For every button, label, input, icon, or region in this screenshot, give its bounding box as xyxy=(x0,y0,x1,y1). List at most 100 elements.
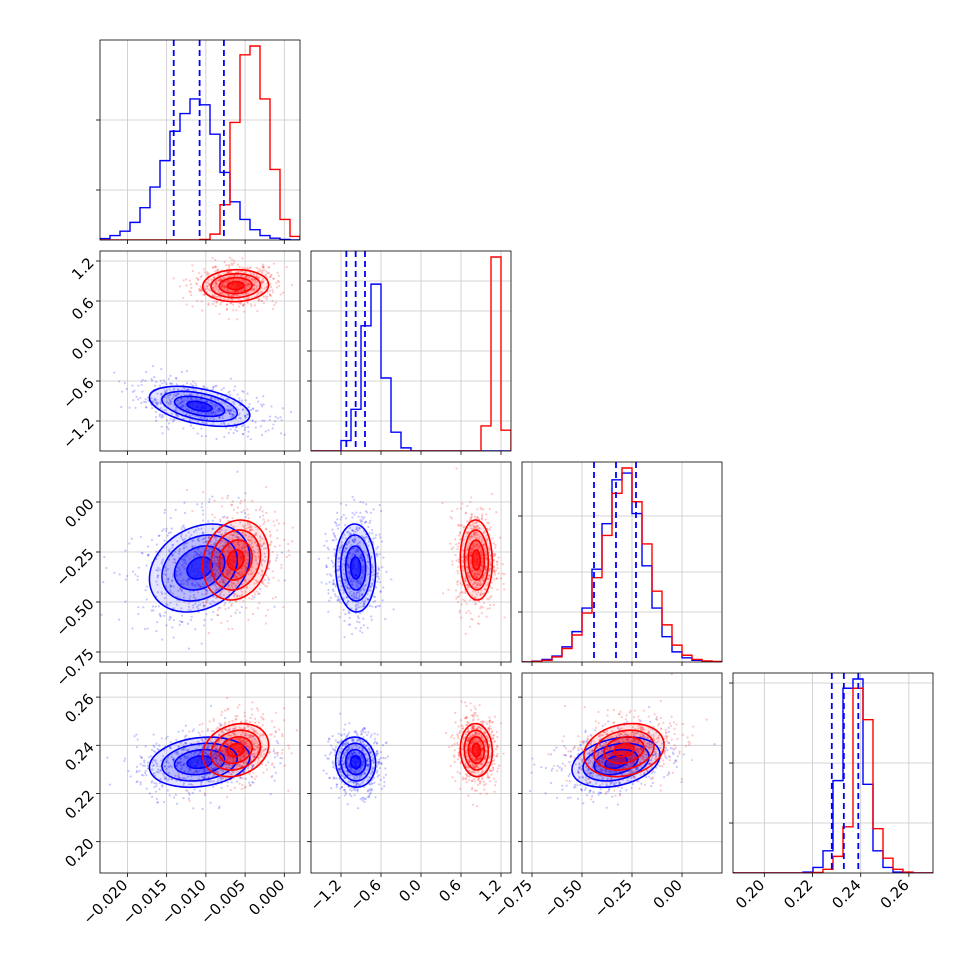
scatter-point xyxy=(158,534,161,537)
scatter-point xyxy=(262,265,265,268)
scatter-point xyxy=(484,518,487,521)
scatter-point xyxy=(220,285,223,288)
scatter-point xyxy=(230,262,233,265)
scatter-point xyxy=(171,546,174,549)
scatter-point xyxy=(241,531,244,534)
scatter-point xyxy=(456,547,459,551)
scatter-point xyxy=(334,534,337,537)
scatter-point xyxy=(338,615,341,619)
scatter-point xyxy=(209,417,212,421)
scatter-point xyxy=(258,542,262,546)
scatter-point xyxy=(201,722,204,725)
scatter-point xyxy=(271,307,275,311)
scatter-point xyxy=(280,566,283,569)
scatter-point xyxy=(174,558,177,561)
scatter-point xyxy=(457,534,460,537)
scatter-point xyxy=(180,397,183,401)
scatter-point xyxy=(272,277,275,280)
scatter-point xyxy=(219,303,222,306)
scatter-point xyxy=(192,593,195,597)
scatter-point xyxy=(455,589,458,592)
scatter-point xyxy=(231,413,234,417)
scatter-point xyxy=(234,611,237,615)
scatter-point xyxy=(201,531,205,534)
scatter-point xyxy=(241,266,244,269)
scatter-point xyxy=(175,738,178,742)
scatter-point xyxy=(221,578,225,581)
scatter-point xyxy=(207,302,210,305)
scatter-point xyxy=(154,415,158,419)
scatter-point xyxy=(161,382,164,385)
scatter-point xyxy=(193,584,196,587)
scatter-point xyxy=(332,580,335,583)
scatter-point xyxy=(503,616,506,619)
scatter-point xyxy=(274,301,278,304)
scatter-point xyxy=(174,408,177,412)
scatter-point xyxy=(233,544,237,547)
scatter-point xyxy=(216,558,219,562)
scatter-point xyxy=(226,620,229,623)
scatter-point xyxy=(459,582,462,585)
scatter-point xyxy=(236,430,239,433)
scatter-point xyxy=(168,393,171,397)
scatter-point xyxy=(197,272,201,275)
scatter-point xyxy=(190,293,193,297)
scatter-point xyxy=(261,543,264,546)
scatter-point xyxy=(211,513,214,516)
histogram-series-0 xyxy=(311,283,511,451)
scatter-point xyxy=(140,756,143,760)
scatter-point xyxy=(271,550,274,554)
scatter-point xyxy=(177,552,181,555)
scatter-point xyxy=(285,555,288,559)
scatter-point xyxy=(181,620,184,624)
scatter-point xyxy=(254,559,257,562)
scatter-point xyxy=(345,504,348,507)
scatter-point xyxy=(227,264,230,267)
scatter-point xyxy=(155,543,158,546)
scatter-point xyxy=(245,292,248,295)
scatter-point xyxy=(184,537,187,540)
scatter-point xyxy=(222,277,226,280)
scatter-point xyxy=(253,288,256,291)
scatter-point xyxy=(176,393,179,396)
scatter-point xyxy=(240,510,243,514)
scatter-point xyxy=(203,417,206,421)
scatter-point xyxy=(198,582,201,586)
scatter-point xyxy=(456,569,459,573)
scatter-point xyxy=(497,556,500,559)
scatter-point xyxy=(191,584,194,587)
scatter-point xyxy=(182,524,185,527)
scatter-point xyxy=(469,517,472,520)
scatter-point xyxy=(451,560,454,563)
scatter-point xyxy=(325,564,328,567)
scatter-point xyxy=(260,569,264,572)
scatter-point xyxy=(221,409,225,412)
scatter-point xyxy=(257,292,260,295)
scatter-point xyxy=(337,596,340,599)
scatter-point xyxy=(241,408,245,411)
scatter-point xyxy=(251,288,254,291)
scatter-point xyxy=(234,535,237,538)
scatter-point xyxy=(205,601,208,604)
scatter-point xyxy=(155,784,158,788)
scatter-point xyxy=(179,587,182,591)
scatter-point xyxy=(224,426,228,429)
scatter-point xyxy=(249,569,253,572)
scatter-point xyxy=(376,545,379,549)
scatter-point xyxy=(199,733,202,736)
scatter-point xyxy=(214,398,217,401)
scatter-point xyxy=(359,520,362,523)
scatter-point xyxy=(139,781,142,784)
scatter-point xyxy=(256,528,259,531)
scatter-point xyxy=(257,554,260,558)
scatter-point xyxy=(280,752,284,755)
scatter-point xyxy=(282,719,286,722)
scatter-point xyxy=(374,536,377,539)
scatter-point xyxy=(449,542,452,545)
scatter-point xyxy=(192,427,195,430)
scatter-point xyxy=(242,533,245,536)
scatter-point xyxy=(238,544,241,547)
scatter-point xyxy=(219,577,222,580)
scatter-point xyxy=(201,601,205,604)
scatter-point xyxy=(360,515,363,519)
